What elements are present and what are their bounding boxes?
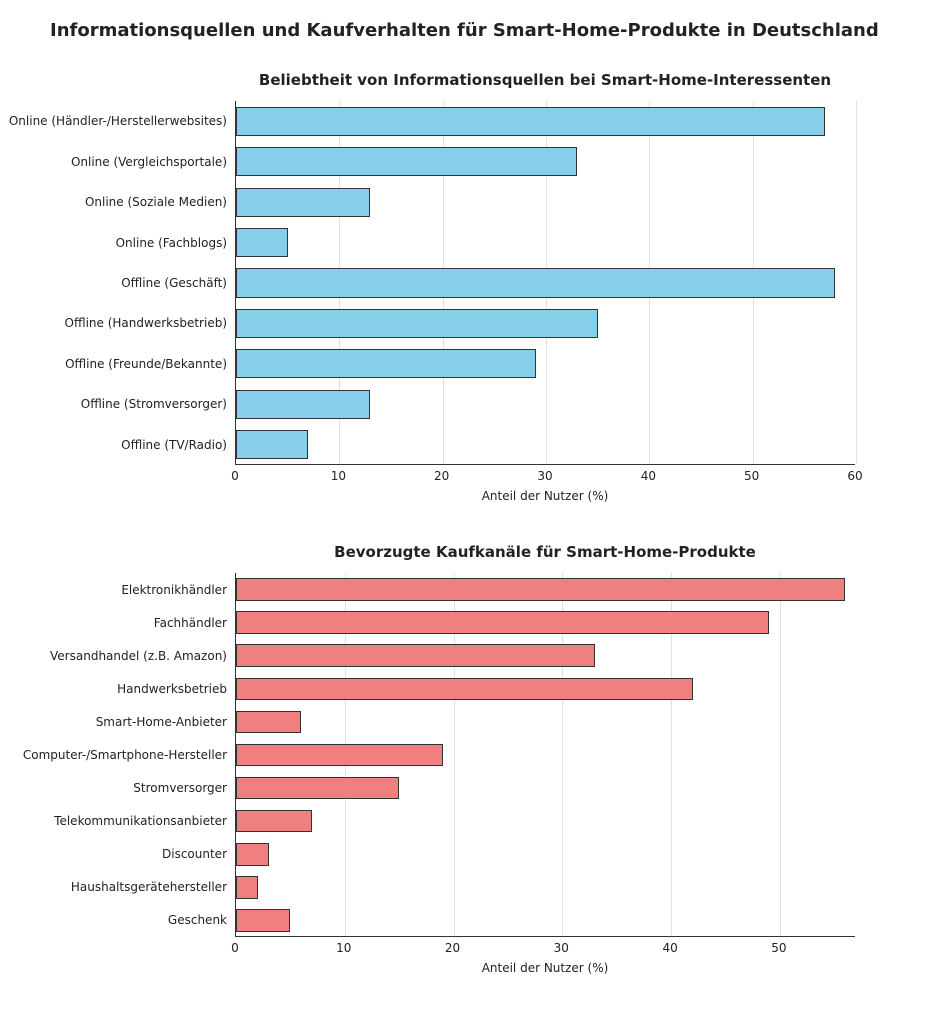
x-tick-label: 20: [445, 941, 460, 955]
y-tick-label: Online (Vergleichsportale): [71, 155, 227, 169]
bar: [236, 744, 443, 767]
bar: [236, 349, 536, 378]
bar-row: [236, 843, 269, 866]
y-tick-label: Online (Soziale Medien): [85, 195, 227, 209]
y-tick-label: Telekommunikationsanbieter: [54, 814, 227, 828]
chart1-plot-area: [235, 101, 855, 465]
bar: [236, 390, 370, 419]
figure: Informationsquellen und Kaufverhalten fü…: [20, 20, 917, 975]
y-tick-label: Offline (Handwerksbetrieb): [65, 316, 227, 330]
bar-row: [236, 107, 825, 136]
bar-row: [236, 309, 598, 338]
bar: [236, 810, 312, 833]
y-tick-label: Elektronikhändler: [121, 583, 227, 597]
bar: [236, 611, 769, 634]
y-tick-label: Handwerksbetrieb: [117, 682, 227, 696]
chart2-y-labels: Elektronikhändler Fachhändler Versandhande…: [20, 573, 235, 937]
x-tick-label: 40: [641, 469, 656, 483]
bar-row: [236, 349, 536, 378]
y-tick-label: Stromversorger: [133, 781, 227, 795]
x-tick-label: 60: [847, 469, 862, 483]
y-tick-label: Discounter: [162, 847, 227, 861]
bar-row: [236, 430, 308, 459]
bar-row: [236, 810, 312, 833]
y-tick-label: Geschenk: [168, 913, 227, 927]
y-tick-label: Smart-Home-Anbieter: [96, 715, 227, 729]
x-tick-label: 30: [537, 469, 552, 483]
bar: [236, 678, 693, 701]
x-tick-label: 30: [554, 941, 569, 955]
bar-row: [236, 147, 577, 176]
y-tick-label: Versandhandel (z.B. Amazon): [50, 649, 227, 663]
y-tick-label: Haushaltsgerätehersteller: [71, 880, 227, 894]
bar: [236, 578, 845, 601]
chart2-plot-area: [235, 573, 855, 937]
gridline: [856, 101, 857, 464]
x-tick-label: 10: [336, 941, 351, 955]
bar-row: [236, 268, 835, 297]
y-tick-label: Offline (Stromversorger): [81, 397, 227, 411]
bar: [236, 228, 288, 257]
chart-purchase-channels: Bevorzugte Kaufkanäle für Smart-Home-Pro…: [20, 543, 917, 975]
x-tick-label: 50: [744, 469, 759, 483]
y-tick-label: Computer-/Smartphone-Hersteller: [23, 748, 227, 762]
x-tick-label: 20: [434, 469, 449, 483]
chart1-title: Beliebtheit von Informationsquellen bei …: [235, 71, 855, 89]
bar-row: [236, 678, 693, 701]
bar: [236, 711, 301, 734]
chart1-x-label: Anteil der Nutzer (%): [235, 489, 855, 503]
bar: [236, 430, 308, 459]
y-tick-label: Offline (Geschäft): [121, 276, 227, 290]
x-tick-label: 0: [231, 941, 239, 955]
chart-info-sources: Beliebtheit von Informationsquellen bei …: [20, 71, 917, 503]
figure-suptitle: Informationsquellen und Kaufverhalten fü…: [50, 20, 917, 41]
bar: [236, 644, 595, 667]
y-tick-label: Online (Fachblogs): [116, 236, 227, 250]
bar-row: [236, 611, 769, 634]
x-tick-label: 0: [231, 469, 239, 483]
bar: [236, 876, 258, 899]
bar-row: [236, 909, 290, 932]
bar-row: [236, 744, 443, 767]
bar-row: [236, 578, 845, 601]
y-tick-label: Online (Händler-/Herstellerwebsites): [9, 114, 227, 128]
chart2-title: Bevorzugte Kaufkanäle für Smart-Home-Pro…: [235, 543, 855, 561]
bar: [236, 107, 825, 136]
bar-row: [236, 390, 370, 419]
bar-row: [236, 876, 258, 899]
bar: [236, 909, 290, 932]
bar: [236, 777, 399, 800]
bar-row: [236, 711, 301, 734]
bar-row: [236, 188, 370, 217]
chart1-y-labels: Online (Händler-/Herstellerwebsites)Onli…: [20, 101, 235, 465]
x-tick-label: 10: [331, 469, 346, 483]
y-tick-label: Fachhändler: [154, 616, 227, 630]
bar: [236, 188, 370, 217]
chart2-x-label: Anteil der Nutzer (%): [235, 961, 855, 975]
bar: [236, 309, 598, 338]
bar-row: [236, 644, 595, 667]
chart1-x-ticks: 0102030405060: [235, 465, 855, 487]
bar: [236, 147, 577, 176]
y-tick-label: Offline (TV/Radio): [121, 438, 227, 452]
bar: [236, 268, 835, 297]
y-tick-label: Offline (Freunde/Bekannte): [65, 357, 227, 371]
bar-row: [236, 777, 399, 800]
gridline: [780, 573, 781, 936]
chart2-x-ticks: 01020304050: [235, 937, 855, 959]
bar: [236, 843, 269, 866]
x-tick-label: 50: [771, 941, 786, 955]
x-tick-label: 40: [662, 941, 677, 955]
bar-row: [236, 228, 288, 257]
